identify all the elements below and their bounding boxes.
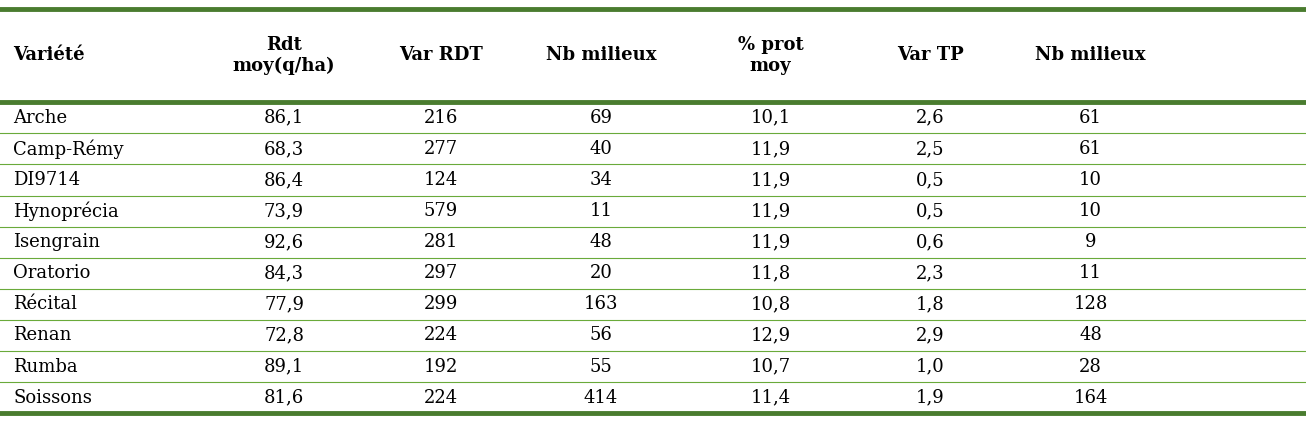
Text: 89,1: 89,1 xyxy=(264,357,304,376)
Text: 11,9: 11,9 xyxy=(751,171,790,189)
Text: 1,9: 1,9 xyxy=(916,389,946,407)
Text: 72,8: 72,8 xyxy=(264,326,304,345)
Text: 84,3: 84,3 xyxy=(264,264,304,282)
Text: Hynoprécia: Hynoprécia xyxy=(13,201,119,221)
Text: Nb milieux: Nb milieux xyxy=(546,46,656,64)
Text: Rdt
moy(q/ha): Rdt moy(q/ha) xyxy=(232,36,336,75)
Text: 40: 40 xyxy=(589,140,613,158)
Text: 0,6: 0,6 xyxy=(916,233,946,251)
Text: 69: 69 xyxy=(589,109,613,127)
Text: 11,4: 11,4 xyxy=(751,389,790,407)
Text: Soissons: Soissons xyxy=(13,389,91,407)
Text: Variété: Variété xyxy=(13,46,85,64)
Text: 224: 224 xyxy=(423,389,458,407)
Text: 2,6: 2,6 xyxy=(917,109,944,127)
Text: 11: 11 xyxy=(1079,264,1102,282)
Text: 28: 28 xyxy=(1079,357,1102,376)
Text: 12,9: 12,9 xyxy=(751,326,790,345)
Text: 0,5: 0,5 xyxy=(917,202,944,220)
Text: 124: 124 xyxy=(423,171,458,189)
Text: 1,8: 1,8 xyxy=(916,295,946,314)
Text: 77,9: 77,9 xyxy=(264,295,304,314)
Text: 163: 163 xyxy=(584,295,618,314)
Text: 10,1: 10,1 xyxy=(751,109,790,127)
Text: 11: 11 xyxy=(589,202,613,220)
Text: 281: 281 xyxy=(423,233,458,251)
Text: 34: 34 xyxy=(589,171,613,189)
Text: Nb milieux: Nb milieux xyxy=(1036,46,1145,64)
Text: 224: 224 xyxy=(423,326,458,345)
Text: 56: 56 xyxy=(589,326,613,345)
Text: Var TP: Var TP xyxy=(897,46,964,64)
Text: Camp-Rémy: Camp-Rémy xyxy=(13,139,124,158)
Text: 11,9: 11,9 xyxy=(751,202,790,220)
Text: Récital: Récital xyxy=(13,295,77,314)
Text: Arche: Arche xyxy=(13,109,67,127)
Text: 61: 61 xyxy=(1079,140,1102,158)
Text: 10,8: 10,8 xyxy=(751,295,790,314)
Text: 2,5: 2,5 xyxy=(917,140,944,158)
Text: Renan: Renan xyxy=(13,326,72,345)
Text: 11,9: 11,9 xyxy=(751,233,790,251)
Text: 579: 579 xyxy=(423,202,458,220)
Text: 277: 277 xyxy=(423,140,458,158)
Text: Rumba: Rumba xyxy=(13,357,77,376)
Text: 11,8: 11,8 xyxy=(751,264,790,282)
Text: 128: 128 xyxy=(1074,295,1107,314)
Text: 0,5: 0,5 xyxy=(917,171,944,189)
Text: 10: 10 xyxy=(1079,171,1102,189)
Text: 92,6: 92,6 xyxy=(264,233,304,251)
Text: 10,7: 10,7 xyxy=(751,357,790,376)
Text: 2,3: 2,3 xyxy=(917,264,944,282)
Text: 11,9: 11,9 xyxy=(751,140,790,158)
Text: 55: 55 xyxy=(589,357,613,376)
Text: 81,6: 81,6 xyxy=(264,389,304,407)
Text: 48: 48 xyxy=(589,233,613,251)
Text: 2,9: 2,9 xyxy=(917,326,944,345)
Text: 297: 297 xyxy=(423,264,458,282)
Text: 20: 20 xyxy=(589,264,613,282)
Text: 86,4: 86,4 xyxy=(264,171,304,189)
Text: 164: 164 xyxy=(1074,389,1107,407)
Text: 1,0: 1,0 xyxy=(916,357,946,376)
Text: 10: 10 xyxy=(1079,202,1102,220)
Text: DI9714: DI9714 xyxy=(13,171,80,189)
Text: Oratorio: Oratorio xyxy=(13,264,90,282)
Text: Isengrain: Isengrain xyxy=(13,233,101,251)
Text: 68,3: 68,3 xyxy=(264,140,304,158)
Text: 216: 216 xyxy=(423,109,458,127)
Text: 299: 299 xyxy=(423,295,458,314)
Text: 86,1: 86,1 xyxy=(264,109,304,127)
Text: % prot
moy: % prot moy xyxy=(738,36,803,75)
Text: 414: 414 xyxy=(584,389,618,407)
Text: 73,9: 73,9 xyxy=(264,202,304,220)
Text: Var RDT: Var RDT xyxy=(398,46,483,64)
Text: 192: 192 xyxy=(423,357,458,376)
Text: 48: 48 xyxy=(1079,326,1102,345)
Text: 61: 61 xyxy=(1079,109,1102,127)
Text: 9: 9 xyxy=(1085,233,1096,251)
